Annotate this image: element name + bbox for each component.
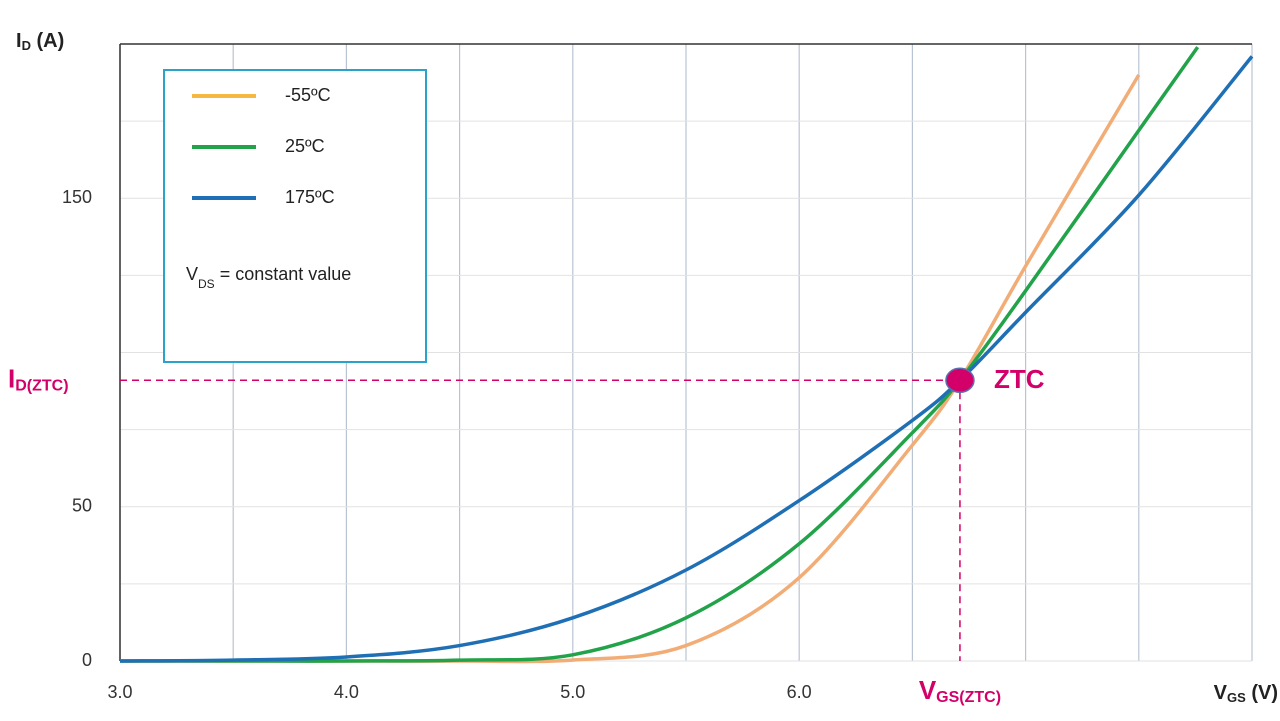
legend-box (163, 69, 427, 363)
y-tick-label: 50 (72, 496, 92, 516)
y-tick-label: 0 (82, 650, 92, 670)
legend-note-rest: = constant value (215, 264, 352, 284)
x-tick-label-sub: GS(ZTC) (936, 689, 1001, 706)
x-tick-label: 5.0 (560, 682, 585, 702)
legend-label: 175ºC (285, 187, 335, 207)
x-tick-label: VGS(ZTC) (919, 675, 1001, 706)
ztc-point (945, 367, 975, 394)
x-axis-title-sub: GS (1227, 690, 1246, 705)
x-tick-label: 6.0 (787, 682, 812, 702)
x-tick-label: 4.0 (334, 682, 359, 702)
legend-label: -55ºC (285, 85, 331, 105)
x-tick-label: 3.0 (107, 682, 132, 702)
x-tick-label-main: V (919, 675, 937, 705)
y-tick-label-main: I (8, 363, 15, 393)
series-line (119, 55, 1254, 663)
x-axis-title: VGS (V) (1214, 682, 1278, 705)
y-axis-title-main: I (16, 30, 22, 52)
legend-note-sub: DS (198, 277, 215, 291)
x-axis-title-main: V (1214, 682, 1228, 704)
legend-label: 25ºC (285, 136, 325, 156)
ztc-label: ZTC (994, 364, 1045, 394)
y-tick-label: ID(ZTC) (8, 363, 69, 394)
legend-note-main: V (186, 264, 198, 284)
x-axis-title-rest: (V) (1246, 682, 1278, 704)
y-axis-title: ID (A) (16, 30, 64, 53)
y-axis-title-sub: D (22, 38, 31, 53)
y-tick-label: 150 (62, 187, 92, 207)
y-tick-label-sub: D(ZTC) (15, 377, 68, 394)
series-line (120, 46, 1200, 663)
legend-note: VDS = constant value (186, 264, 351, 291)
y-axis-title-rest: (A) (31, 30, 64, 52)
